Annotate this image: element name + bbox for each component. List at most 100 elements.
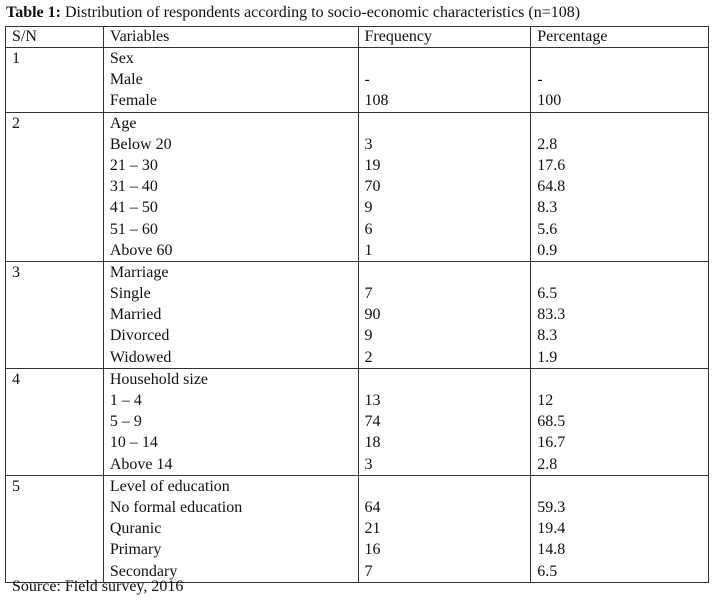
frequency: 21 — [364, 520, 381, 538]
frequency: 16 — [364, 541, 381, 559]
header-row: S/N Variables Frequency Percentage — [5, 26, 709, 48]
percentage: 2.8 — [537, 455, 558, 473]
percentage: 59.3 — [537, 498, 566, 516]
group-row: 2 Age Below 20 21 – 30 31 – 40 41 – 50 51 – 60… — [5, 111, 709, 262]
cell: 6.5 83.3 8.3 1.9 — [530, 260, 709, 369]
cell: 4 — [5, 367, 104, 476]
blank-line — [365, 476, 531, 497]
blank-line — [537, 369, 708, 390]
cell: Age Below 20 21 – 30 31 – 40 41 – 50 51 – 60 A… — [102, 111, 359, 262]
cell: 2 — [5, 111, 104, 262]
serial-number: 3 — [12, 263, 20, 281]
cell: Household size 1 – 4 5 – 9 10 – 14 Above 14 — [102, 367, 359, 476]
category-label: Below 20 — [109, 135, 172, 153]
percentage: 16.7 — [537, 434, 566, 452]
percentage: 2.8 — [537, 135, 558, 153]
header-cell: Frequency — [357, 26, 532, 48]
percentage: 6.5 — [537, 562, 558, 580]
frequency: 90 — [364, 306, 381, 324]
frequency: 6 — [364, 220, 373, 238]
serial-number: 4 — [12, 370, 20, 388]
category-label: 51 – 60 — [109, 220, 158, 238]
frequency: 74 — [364, 413, 381, 431]
blank-line — [537, 476, 708, 497]
percentage: 6.5 — [537, 285, 558, 303]
category-label: Single — [109, 285, 151, 303]
percentage: 12 — [537, 392, 554, 409]
frequency: - — [364, 71, 370, 89]
category-label: Divorced — [109, 327, 170, 345]
frequency: 13 — [364, 392, 381, 409]
blank-line — [537, 262, 708, 283]
category-label: 5 – 9 — [109, 413, 142, 431]
percentage: 8.3 — [537, 199, 558, 217]
cell: Marriage Single Married Divorced Widowed — [102, 260, 359, 369]
blank-line — [365, 113, 531, 134]
serial-number: 2 — [12, 114, 20, 132]
serial-number: 1 — [12, 50, 20, 67]
percentage: 1.9 — [537, 348, 558, 366]
category-label: 1 – 4 — [109, 392, 142, 409]
percentage: 8.3 — [537, 327, 558, 345]
variable-name: Sex — [109, 50, 134, 67]
blank-line — [365, 262, 531, 283]
frequency: 2 — [364, 348, 373, 366]
category-label: Widowed — [109, 348, 172, 366]
percentage: 14.8 — [537, 541, 566, 559]
cell: Level of education No formal education Qur… — [102, 474, 359, 583]
cell: 64 21 16 7 — [357, 474, 532, 583]
cell: 1 — [5, 47, 104, 113]
serial-number: 5 — [12, 477, 20, 495]
frequency: 7 — [364, 562, 373, 580]
blank-line — [365, 48, 531, 69]
group-row: 5 Level of education No formal education Qu… — [5, 474, 709, 583]
caption-label: Table 1: — [6, 4, 61, 21]
frequency: 7 — [364, 285, 373, 303]
blank-line — [365, 369, 531, 390]
percentage: - — [537, 71, 543, 89]
cell: 59.3 19.4 14.8 6.5 — [530, 474, 709, 583]
category-label: Male — [109, 71, 143, 89]
frequency: 9 — [364, 199, 373, 217]
variable-name: Household size — [109, 370, 209, 388]
cell: 12 68.5 16.7 2.8 — [530, 367, 709, 476]
percentage: 0.9 — [537, 241, 558, 259]
frequency: 70 — [364, 178, 381, 196]
percentage: 19.4 — [537, 520, 566, 538]
category-label: 10 – 14 — [109, 434, 158, 452]
category-label: No formal education — [109, 498, 243, 516]
group-row: 1 Sex Male Female - 108 - 100 — [5, 47, 709, 113]
percentage: 100 — [537, 92, 562, 110]
category-label: Primary — [109, 541, 162, 559]
cell: Sex Male Female — [102, 47, 359, 113]
category-label: 31 – 40 — [109, 178, 158, 196]
cell: 3 — [5, 260, 104, 369]
header-cell: Percentage — [530, 26, 709, 48]
category-label: 21 – 30 — [109, 156, 158, 174]
cell: 2.8 17.6 64.8 8.3 5.6 0.9 — [530, 111, 709, 262]
source-note: Source: Field survey, 2016 — [12, 578, 184, 595]
frequency: 3 — [364, 455, 373, 473]
table-body: 1 Sex Male Female - 108 - 100 2 Age Below 20 21 – 3… — [5, 47, 709, 583]
cell: 5 — [5, 474, 104, 583]
group-row: 3 Marriage Single Married Divorced Widowed 7 90… — [5, 260, 709, 369]
group-row: 4 Household size 1 – 4 5 – 9 10 – 14 Above 14… — [5, 367, 709, 476]
category-label: Quranic — [109, 520, 162, 538]
percentage: 83.3 — [537, 306, 566, 324]
frequency: 1 — [364, 241, 373, 259]
category-label: Above 14 — [109, 455, 173, 473]
category-label: Female — [109, 92, 157, 110]
header-cell: S/N — [5, 26, 104, 48]
cell: 3 19 70 9 6 1 — [357, 111, 532, 262]
variable-name: Level of education — [109, 477, 230, 495]
cell: 13 74 18 3 — [357, 367, 532, 476]
percentage: 64.8 — [537, 178, 566, 196]
percentage: 68.5 — [537, 413, 566, 431]
cell: - 108 — [357, 47, 532, 113]
blank-line — [537, 48, 708, 69]
data-table: S/N Variables Frequency Percentage 1 Sex Male… — [5, 26, 709, 583]
category-label: 41 – 50 — [109, 199, 158, 217]
percentage: 17.6 — [537, 156, 566, 174]
category-label: Secondary — [109, 562, 178, 580]
frequency: 18 — [364, 434, 381, 452]
